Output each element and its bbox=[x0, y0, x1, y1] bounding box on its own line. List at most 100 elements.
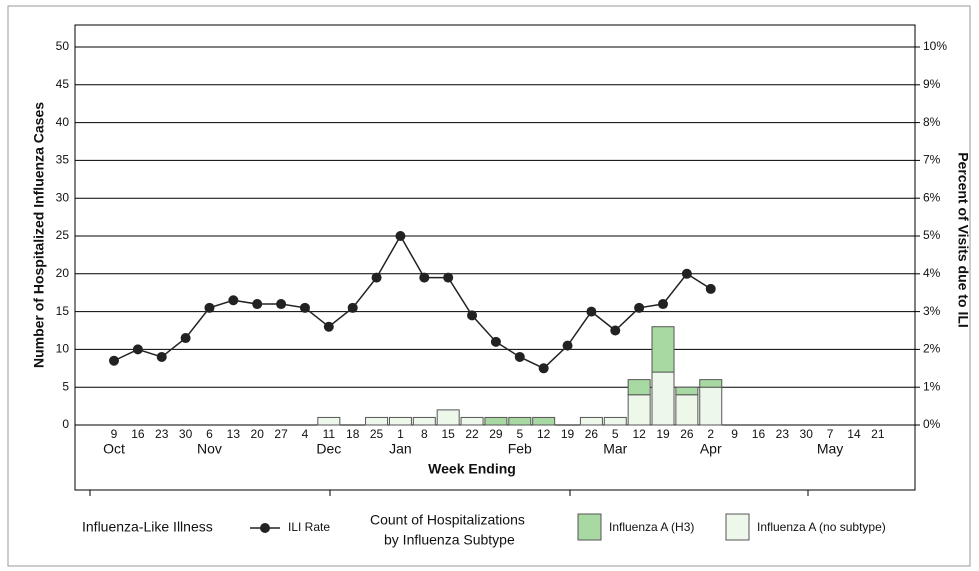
x-tick-label: 20 bbox=[251, 427, 265, 441]
x-tick-label: 15 bbox=[442, 427, 456, 441]
ili-point bbox=[634, 302, 645, 313]
x-tick-label: 14 bbox=[847, 427, 861, 441]
ili-point bbox=[443, 272, 454, 283]
ili-line bbox=[113, 234, 712, 370]
ili-point bbox=[371, 272, 382, 283]
x-tick-label: 11 bbox=[323, 427, 336, 441]
x-tick-label: 29 bbox=[489, 427, 503, 441]
x-tick-label: 9 bbox=[111, 427, 118, 441]
legend-swatch bbox=[577, 513, 602, 541]
x-tick-label: 30 bbox=[800, 427, 814, 441]
bar bbox=[532, 416, 556, 426]
ili-point bbox=[323, 321, 334, 332]
x-tick-label: 16 bbox=[752, 427, 766, 441]
y-tick-label: 0 bbox=[62, 417, 69, 431]
bar bbox=[675, 386, 699, 396]
ili-point bbox=[681, 268, 692, 279]
x-tick-label: 19 bbox=[656, 427, 670, 441]
x-tick-label: 4 bbox=[302, 427, 309, 441]
ili-point bbox=[132, 344, 143, 355]
bar bbox=[699, 386, 723, 426]
y2-tick-label: 2% bbox=[923, 342, 941, 356]
bar bbox=[579, 416, 603, 426]
y2-tick-label: 6% bbox=[923, 190, 941, 204]
ili-point bbox=[610, 325, 621, 336]
ili-point bbox=[109, 355, 119, 366]
legend-point bbox=[260, 523, 270, 533]
ili-point bbox=[204, 302, 215, 313]
x-tick-label: 26 bbox=[585, 427, 599, 441]
ili-point bbox=[156, 351, 167, 362]
ili-point bbox=[562, 340, 573, 351]
y-tick-label: 50 bbox=[56, 39, 70, 53]
ili-point bbox=[586, 306, 597, 317]
x-group-label: Feb bbox=[508, 441, 532, 457]
bar bbox=[436, 409, 460, 426]
y2-tick-label: 3% bbox=[923, 304, 941, 318]
x-tick-label: 16 bbox=[131, 427, 145, 441]
legend-title: Influenza-Like Illness bbox=[82, 519, 213, 535]
bar bbox=[651, 326, 675, 373]
bar bbox=[627, 379, 651, 396]
x-tick-label: 18 bbox=[346, 427, 360, 441]
x-group-label: Nov bbox=[197, 441, 222, 457]
y2-axis-title: Percent of Visits due to ILI bbox=[955, 152, 971, 328]
ili-point bbox=[658, 299, 669, 310]
bar bbox=[675, 394, 699, 426]
x-tick-label: 25 bbox=[370, 427, 384, 441]
legend-swatch bbox=[725, 513, 750, 541]
x-axis-title: Week Ending bbox=[428, 461, 516, 477]
bar bbox=[508, 416, 532, 426]
y2-tick-label: 1% bbox=[923, 379, 941, 393]
ili-point bbox=[276, 299, 287, 310]
y-tick-label: 25 bbox=[56, 228, 70, 242]
x-tick-label: 5 bbox=[612, 427, 619, 441]
y2-tick-label: 5% bbox=[923, 228, 941, 242]
ili-point bbox=[419, 272, 430, 283]
legend-label: Influenza A (H3) bbox=[609, 520, 694, 534]
x-tick-label: 21 bbox=[871, 427, 885, 441]
ili-point bbox=[228, 295, 239, 306]
bar bbox=[317, 416, 341, 426]
bar bbox=[412, 416, 436, 426]
outer-frame bbox=[7, 5, 971, 567]
y-tick-label: 40 bbox=[56, 115, 70, 129]
x-tick-label: 6 bbox=[206, 427, 213, 441]
y2-tick-label: 10% bbox=[923, 39, 947, 53]
legend-title: Count of Hospitalizations bbox=[370, 512, 525, 528]
ili-point bbox=[705, 283, 716, 294]
bar bbox=[365, 416, 389, 426]
y2-tick-label: 8% bbox=[923, 115, 941, 129]
y-tick-label: 20 bbox=[56, 266, 70, 280]
y-tick-label: 10 bbox=[56, 342, 70, 356]
ili-point bbox=[467, 310, 478, 321]
x-group-label: Oct bbox=[103, 441, 125, 457]
ili-point bbox=[252, 299, 263, 310]
x-tick-label: 13 bbox=[227, 427, 241, 441]
ili-point bbox=[395, 231, 406, 241]
x-tick-label: 5 bbox=[516, 427, 523, 441]
x-tick-label: 27 bbox=[274, 427, 288, 441]
bar bbox=[627, 394, 651, 426]
bar bbox=[603, 416, 627, 426]
x-tick-label: 19 bbox=[561, 427, 575, 441]
ili-point bbox=[490, 336, 501, 347]
x-tick-label: 9 bbox=[731, 427, 738, 441]
bar bbox=[388, 416, 412, 426]
x-tick-label: 1 bbox=[397, 427, 404, 441]
ili-point bbox=[299, 302, 310, 313]
x-tick-label: 26 bbox=[680, 427, 694, 441]
y2-tick-label: 4% bbox=[923, 266, 941, 280]
x-tick-label: 23 bbox=[776, 427, 790, 441]
legend-label: ILI Rate bbox=[288, 520, 330, 534]
x-tick-label: 12 bbox=[537, 427, 551, 441]
x-tick-label: 23 bbox=[155, 427, 169, 441]
ili-point bbox=[347, 302, 358, 313]
bar bbox=[699, 379, 723, 388]
ili-point bbox=[538, 363, 549, 374]
bar bbox=[460, 416, 484, 426]
x-group-label: Jan bbox=[389, 441, 412, 457]
legend-label: Influenza A (no subtype) bbox=[757, 520, 886, 534]
x-group-label: May bbox=[817, 441, 843, 457]
